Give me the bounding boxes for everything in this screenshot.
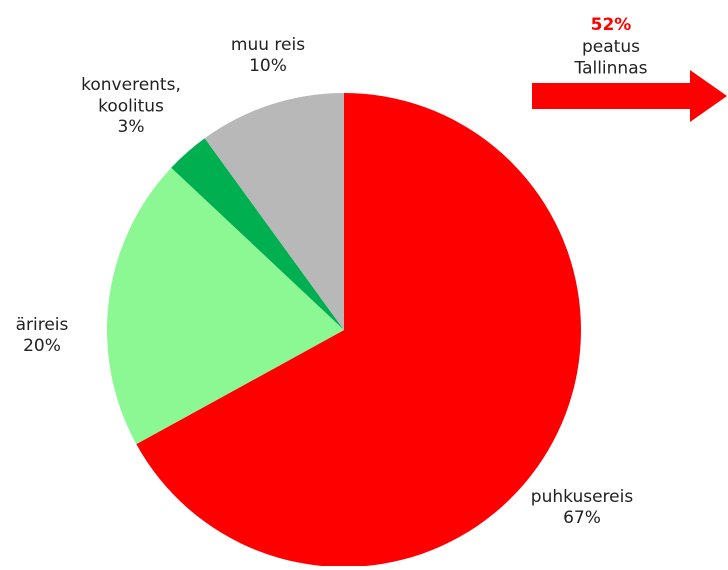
slice-label: puhkusereis bbox=[531, 487, 634, 507]
slice-label: konverents, koolitus bbox=[81, 75, 181, 116]
pie-slice bbox=[204, 93, 344, 330]
slice-value-label: 20% bbox=[23, 336, 61, 356]
slice-value-label: 3% bbox=[118, 117, 145, 137]
slice-label: ärireis bbox=[16, 315, 69, 335]
slice-label: muu reis bbox=[231, 35, 305, 55]
pie-slice bbox=[171, 138, 344, 330]
pie-slice bbox=[136, 93, 582, 567]
arrow bbox=[532, 70, 727, 122]
slice-value-label: 67% bbox=[563, 508, 601, 528]
pie-slice bbox=[106, 167, 344, 445]
annotation-value: 52% bbox=[591, 15, 632, 35]
annotation-text: peatus Tallinnas bbox=[574, 37, 648, 78]
slice-value-label: 10% bbox=[249, 56, 287, 76]
